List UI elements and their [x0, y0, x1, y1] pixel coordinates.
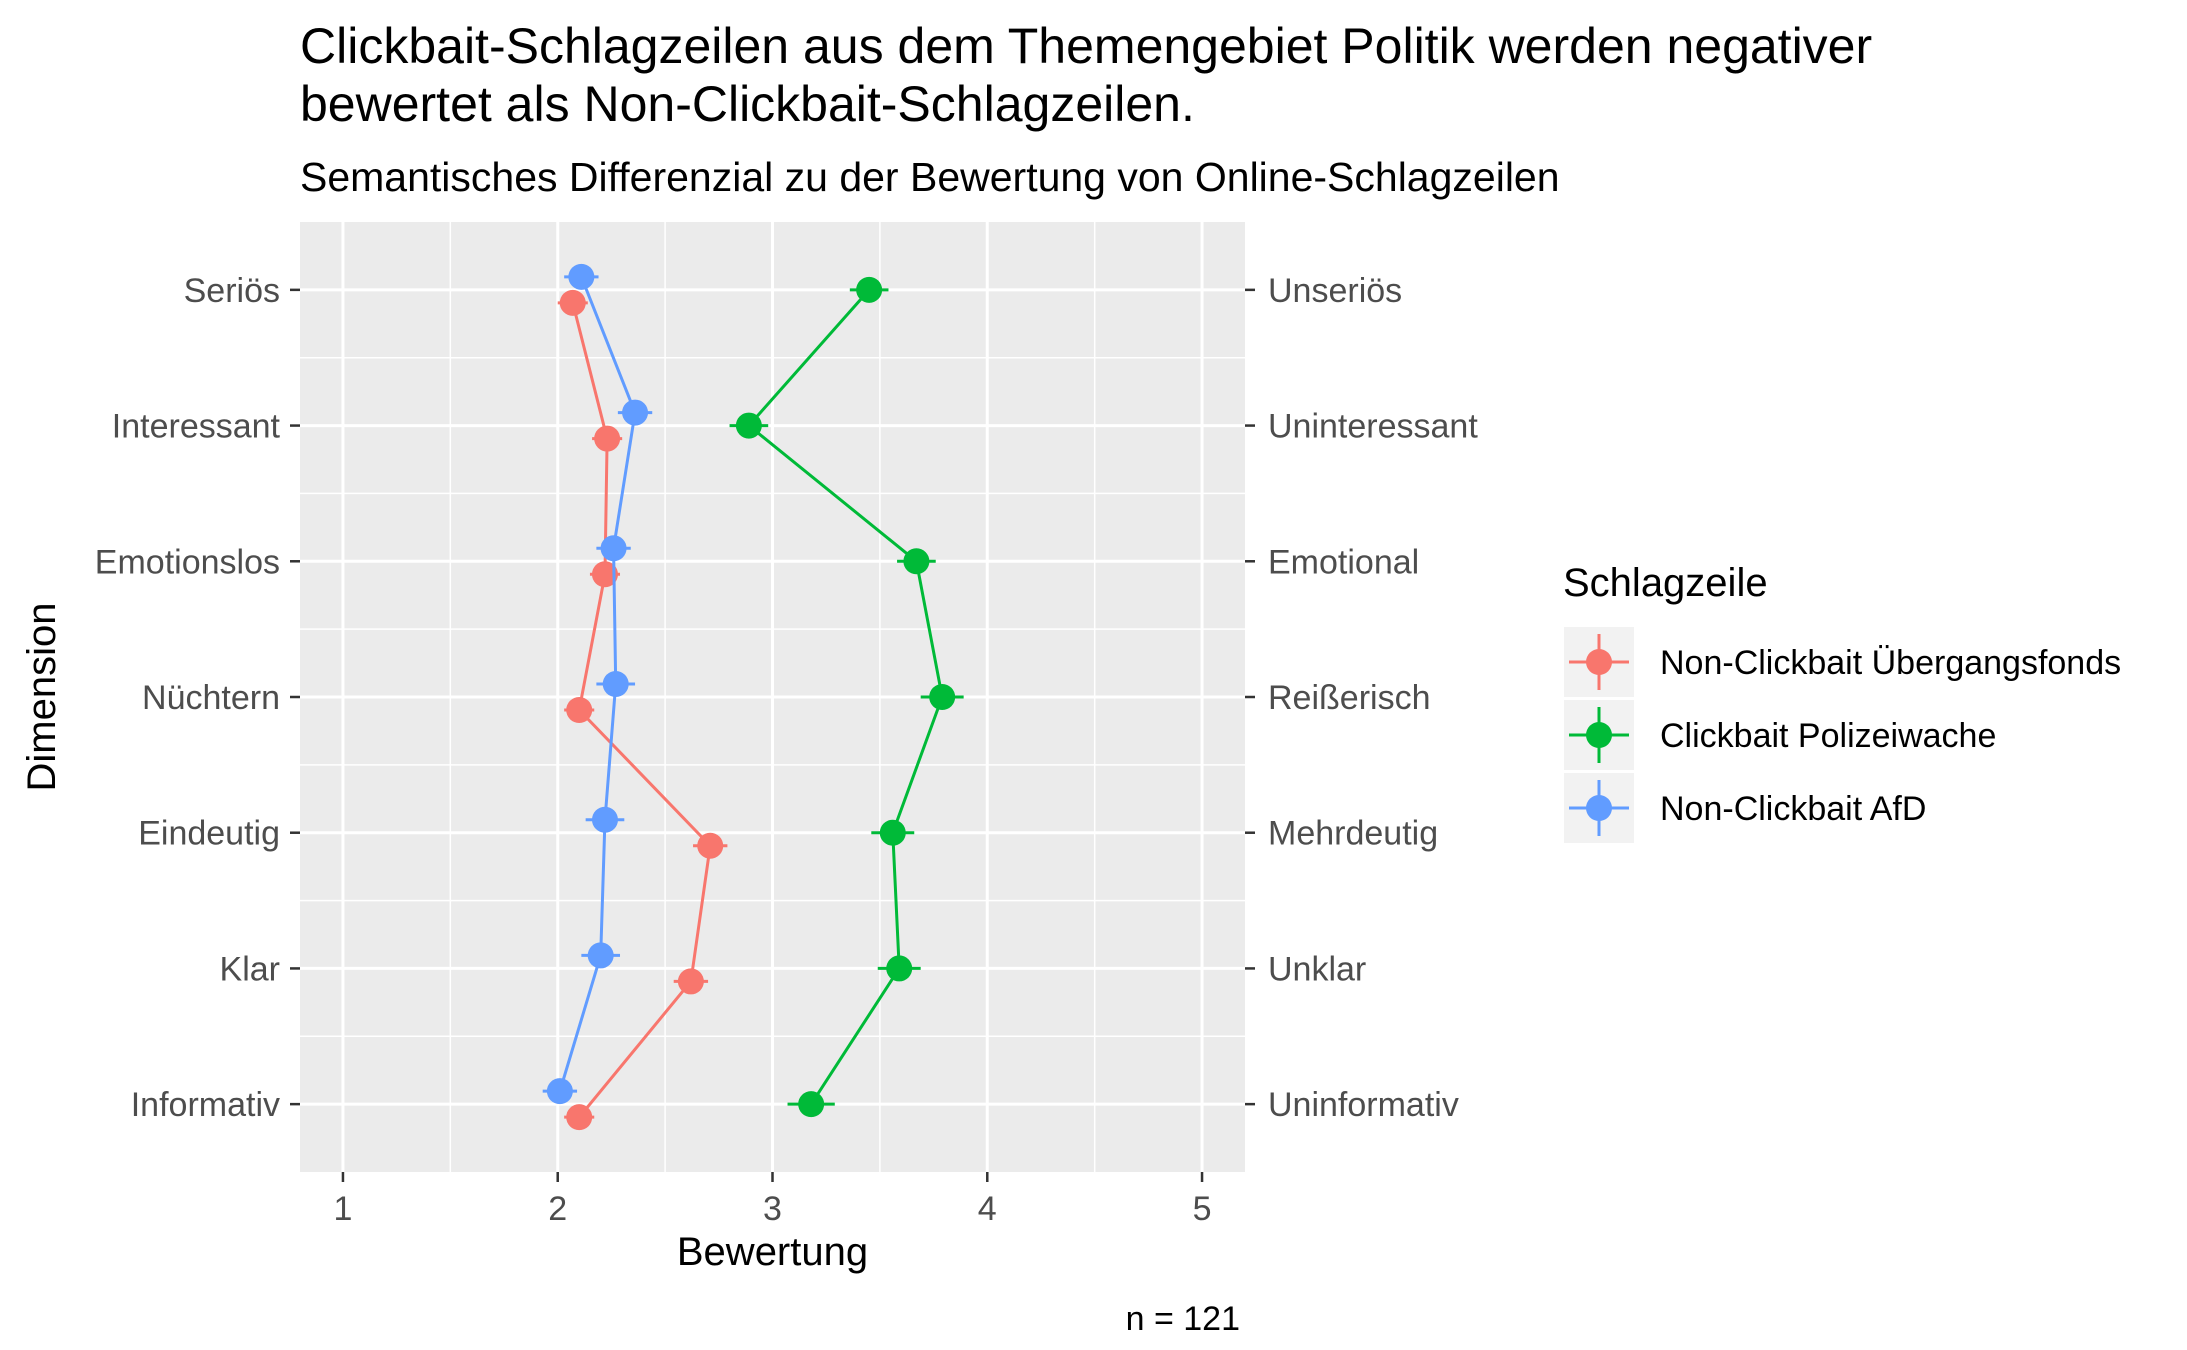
x-tick-label: 5 [1193, 1190, 1212, 1228]
data-point [546, 1078, 573, 1105]
data-point [735, 412, 762, 439]
data-point [856, 276, 883, 303]
series-group [729, 276, 964, 1118]
legend-label: Non-Clickbait Übergangsfonds [1660, 644, 2121, 682]
data-point [903, 548, 930, 575]
x-axis-title: Bewertung [677, 1230, 868, 1274]
data-point [587, 942, 614, 969]
data-point [929, 684, 956, 710]
series-group [557, 289, 728, 1131]
data-point [622, 399, 649, 426]
y-tick-label-right: Uninteressant [1268, 408, 1478, 446]
legend-item: Non-Clickbait Übergangsfonds [1564, 627, 2121, 697]
chart-subtitle: Semantisches Differenzial zu der Bewertu… [300, 154, 1560, 200]
caption: n = 121 [1126, 1300, 1240, 1338]
data-point [879, 819, 906, 846]
y-tick-label-left: Emotionslos [95, 543, 280, 581]
y-tick-label-left: Eindeutig [138, 815, 280, 853]
data-point [568, 263, 595, 290]
legend-item: Non-Clickbait AfD [1564, 773, 1926, 843]
legend-label: Clickbait Polizeiwache [1660, 717, 1996, 755]
axis-ticks: 1 2 3 4 5 Seriös Unseriös Interessant Uninteress… [95, 272, 1479, 1228]
y-tick-label-right: Emotional [1268, 543, 1419, 581]
data-point [697, 832, 724, 859]
chart-title: Clickbait-Schlagzeilen aus dem Themengeb… [300, 18, 1872, 132]
data-point [566, 1104, 593, 1131]
y-tick-label-right: Unklar [1268, 950, 1366, 988]
y-tick-label-right: Reißerisch [1268, 679, 1430, 717]
legend-item: Clickbait Polizeiwache [1564, 700, 1996, 770]
y-tick-label-right: Mehrdeutig [1268, 815, 1438, 853]
legend-key-point [1586, 722, 1612, 748]
data-point [566, 697, 593, 723]
y-axis-title: Dimension [20, 603, 64, 792]
x-tick-label: 4 [978, 1190, 997, 1228]
data-marks [542, 263, 964, 1131]
y-tick-label-left: Seriös [184, 272, 280, 310]
series-group [542, 263, 653, 1105]
y-tick-label-left: Interessant [112, 408, 281, 446]
x-tick-label: 3 [763, 1190, 782, 1228]
data-point [677, 968, 704, 995]
data-point [886, 955, 913, 982]
legend: Schlagzeile Non-Clickbait Übergangsfonds… [1563, 561, 2121, 843]
legend-key-point [1586, 649, 1612, 675]
legend-label: Non-Clickbait AfD [1660, 790, 1926, 828]
chart-title-line: bewertet als Non-Clickbait-Schlagzeilen. [300, 76, 1195, 132]
y-tick-label-left: Nüchtern [142, 679, 280, 717]
data-point [602, 671, 629, 697]
grid [300, 222, 1245, 1172]
y-tick-label-left: Klar [220, 950, 280, 988]
data-point [798, 1091, 825, 1118]
x-tick-label: 2 [548, 1190, 567, 1228]
data-point [559, 289, 586, 316]
chart-title-line: Clickbait-Schlagzeilen aus dem Themengeb… [300, 18, 1872, 74]
y-tick-label-left: Informativ [131, 1086, 280, 1124]
data-point [591, 806, 618, 833]
data-point [600, 535, 627, 562]
x-tick-label: 1 [333, 1190, 352, 1228]
data-point [594, 425, 621, 452]
y-tick-label-right: Unseriös [1268, 272, 1402, 310]
legend-key-point [1586, 795, 1612, 821]
legend-title: Schlagzeile [1563, 561, 1768, 605]
y-tick-label-right: Uninformativ [1268, 1086, 1459, 1124]
data-point [591, 561, 618, 588]
